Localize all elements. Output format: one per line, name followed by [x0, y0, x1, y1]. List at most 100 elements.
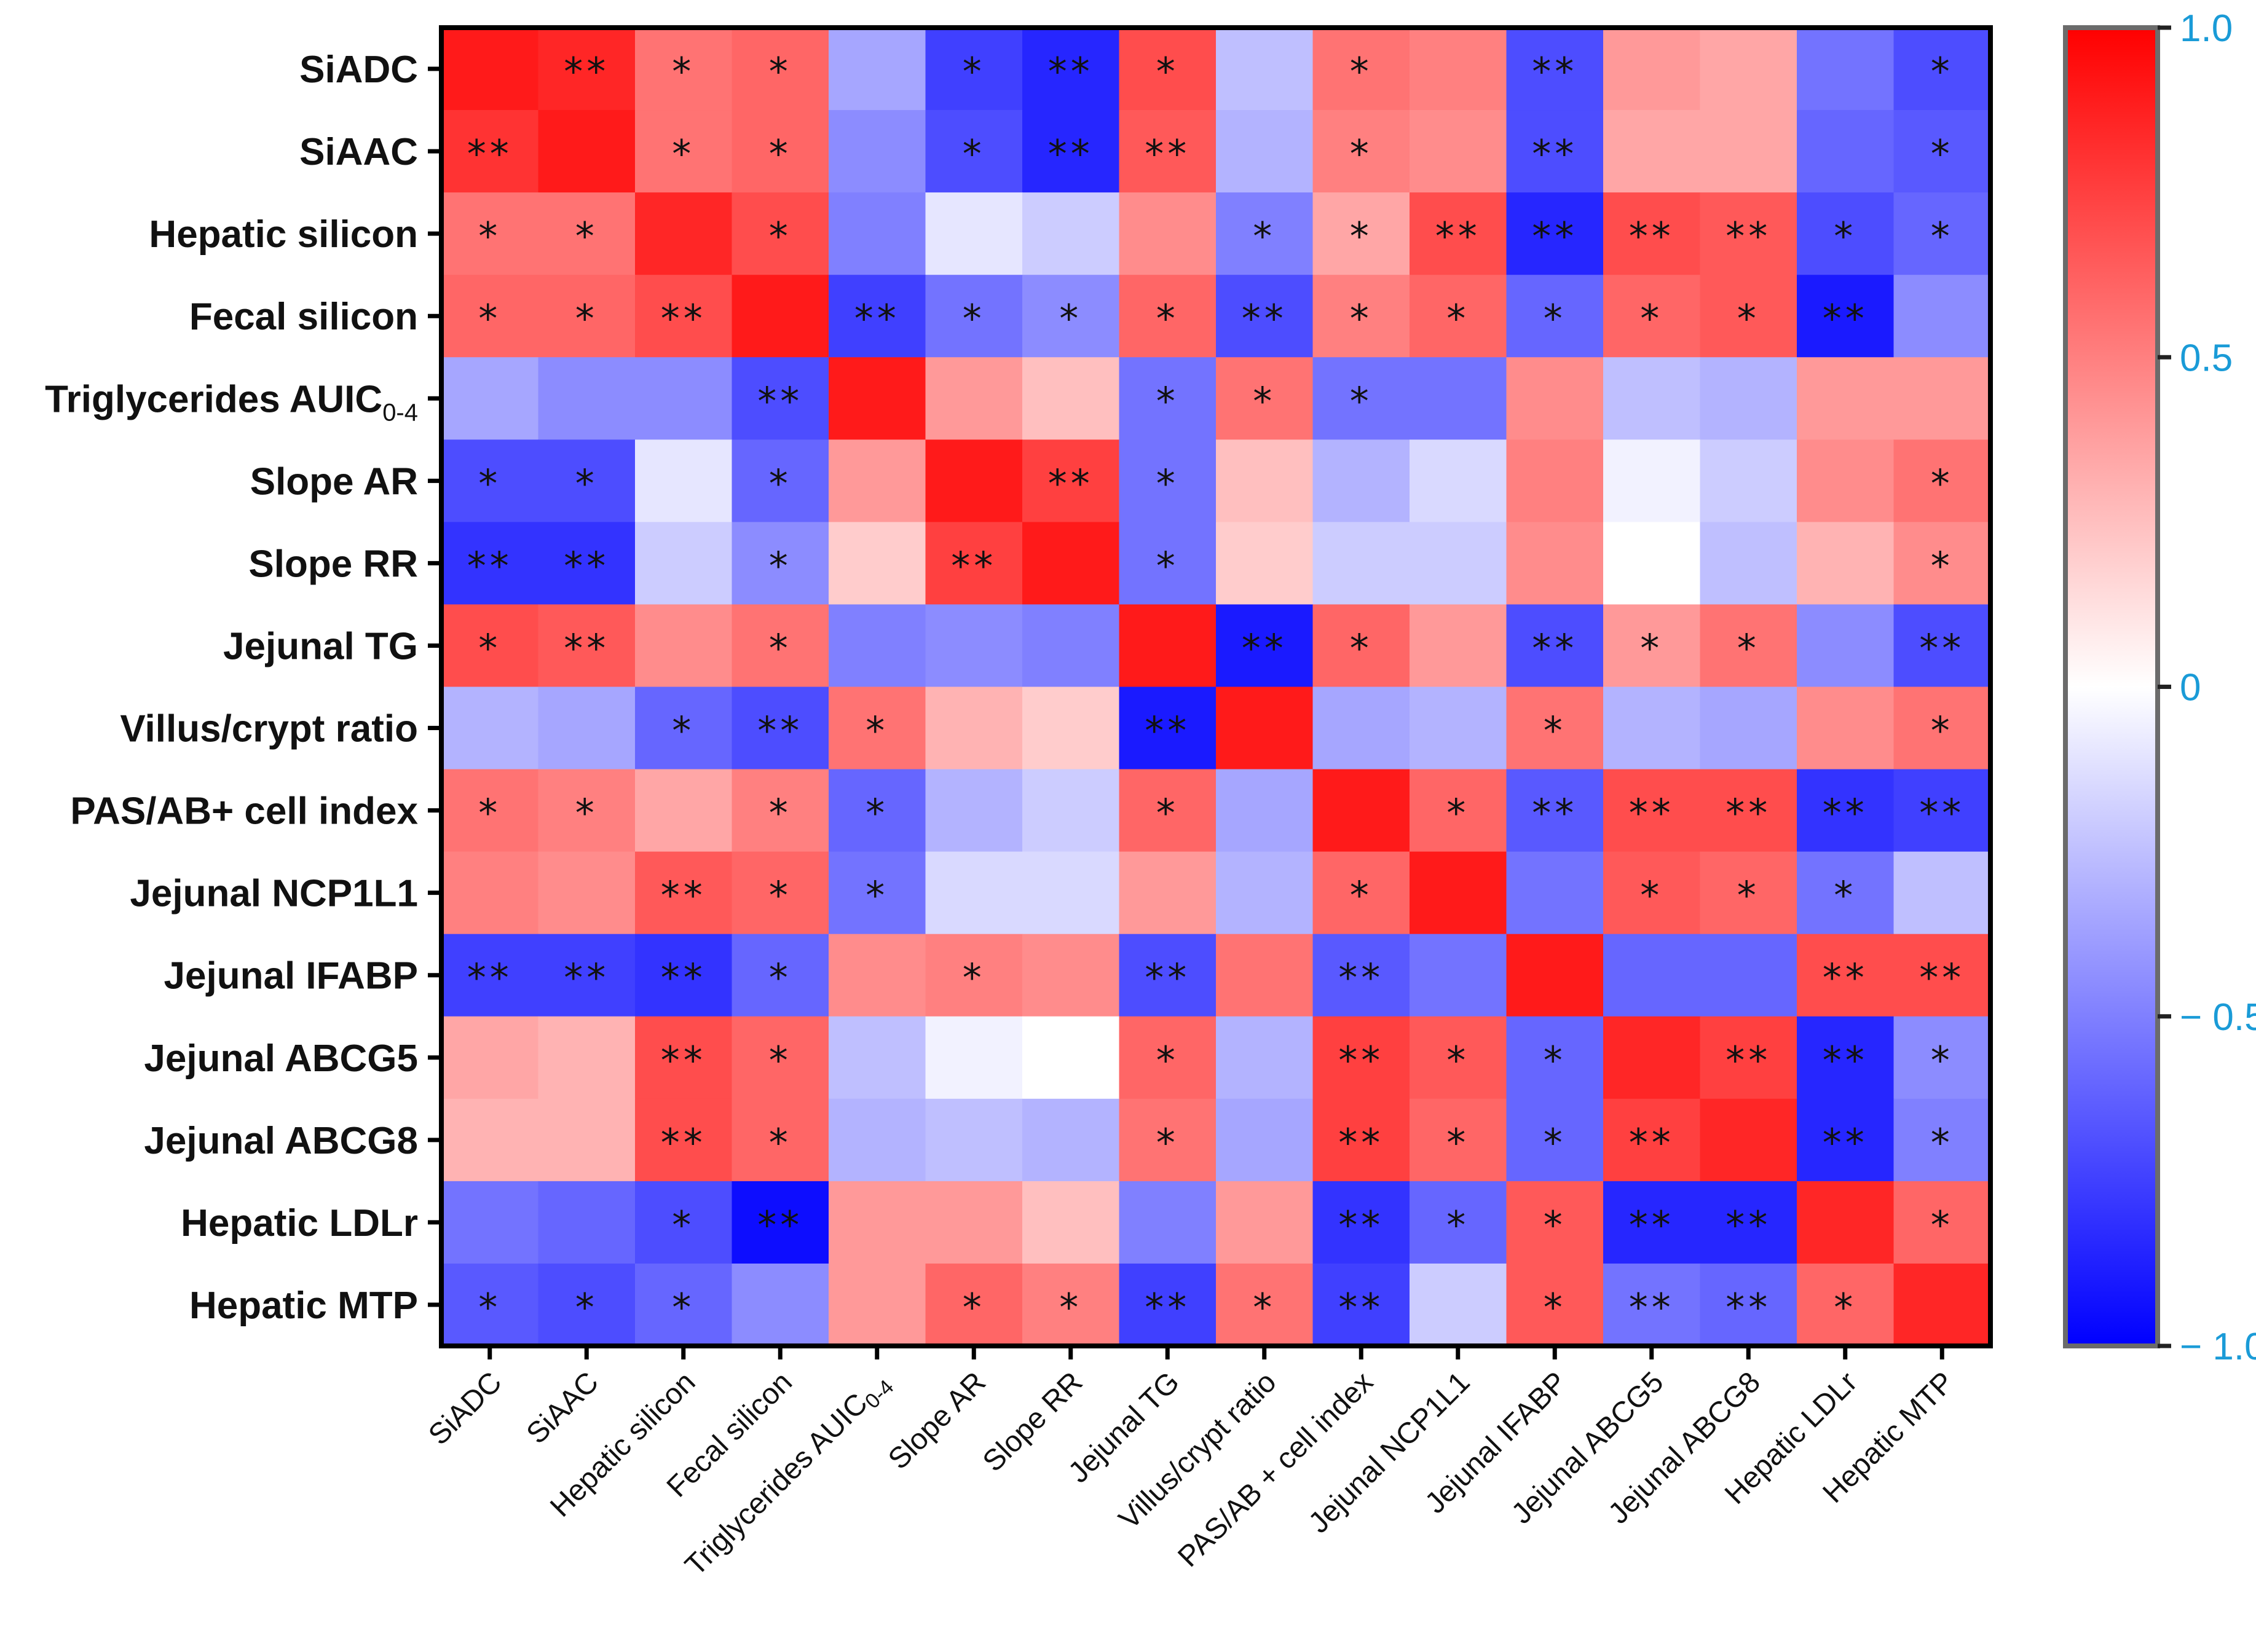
significance-mark: *	[1931, 1120, 1954, 1165]
heatmap-cell	[1603, 686, 1701, 770]
heatmap-cell	[1216, 357, 1314, 440]
heatmap-cell	[1216, 686, 1314, 770]
heatmap-cell	[925, 851, 1023, 935]
heatmap-cell	[635, 28, 733, 111]
significance-mark: **	[1726, 214, 1771, 259]
heatmap-cell	[538, 275, 636, 358]
significance-mark: *	[1834, 214, 1856, 259]
heatmap-cell	[441, 110, 539, 193]
heatmap-cell	[635, 934, 733, 1017]
heatmap-frame	[439, 25, 1993, 1348]
heatmap-cell	[1700, 522, 1797, 605]
heatmap-cell	[1119, 357, 1217, 440]
significance-mark: **	[757, 1203, 803, 1248]
significance-mark: *	[769, 1120, 792, 1165]
significance-mark: *	[1931, 214, 1954, 259]
significance-mark: *	[672, 709, 695, 753]
significance-mark: *	[1156, 1120, 1179, 1165]
significance-mark: *	[478, 296, 501, 341]
heatmap-cell	[1119, 1098, 1217, 1182]
significance-mark: *	[1640, 873, 1663, 918]
heatmap-cell	[732, 357, 829, 440]
significance-mark: **	[1532, 626, 1577, 671]
heatmap-cell	[1216, 275, 1314, 358]
heatmap-cell	[829, 357, 926, 440]
row-label: Jejunal ABCG5	[144, 1037, 418, 1080]
significance-mark: *	[1059, 1285, 1082, 1330]
significance-mark: *	[1446, 1120, 1469, 1165]
heatmap-cell	[1893, 439, 1991, 522]
heatmap-cell	[1797, 522, 1895, 605]
significance-mark: *	[478, 626, 501, 671]
heatmap-cell	[1216, 439, 1314, 522]
significance-mark: *	[866, 791, 888, 836]
heatmap-cell	[1893, 275, 1991, 358]
heatmap-cell	[732, 934, 829, 1017]
heatmap-cell	[1312, 275, 1410, 358]
significance-mark: **	[1629, 1285, 1674, 1330]
heatmap-cell	[1022, 604, 1120, 688]
heatmap-cell	[1119, 686, 1217, 770]
heatmap-cell	[829, 686, 926, 770]
significance-mark: *	[1350, 296, 1373, 341]
heatmap-cell	[1797, 851, 1895, 935]
heatmap-cell	[538, 28, 636, 111]
heatmap-cell	[538, 934, 636, 1017]
heatmap-cell	[1506, 275, 1604, 358]
significance-mark: *	[1253, 1285, 1276, 1330]
row-label: Jejunal ABCG8	[144, 1120, 418, 1162]
significance-mark: *	[575, 791, 598, 836]
significance-mark: *	[1834, 1285, 1856, 1330]
significance-mark: *	[1544, 1120, 1566, 1165]
significance-mark: *	[1931, 1038, 1954, 1083]
significance-mark: *	[672, 1203, 695, 1248]
heatmap-cell	[1022, 1263, 1120, 1347]
significance-mark: *	[769, 543, 792, 588]
heatmap-cell	[1216, 522, 1314, 605]
heatmap-cells	[441, 28, 1991, 1347]
heatmap-cell	[1700, 439, 1797, 522]
heatmap-cell	[829, 769, 926, 852]
significance-mark: *	[963, 132, 985, 176]
heatmap-cell	[441, 604, 539, 688]
heatmap-cell	[732, 1181, 829, 1264]
significance-mark: **	[1823, 296, 1868, 341]
colorbar-tick-label: 0	[2180, 667, 2201, 709]
significance-mark: **	[564, 49, 609, 94]
significance-mark: *	[1446, 1038, 1469, 1083]
heatmap-cell	[1410, 1181, 1507, 1264]
heatmap-cell	[1603, 1263, 1701, 1347]
significance-mark: *	[575, 1285, 598, 1330]
heatmap-cell	[1506, 1098, 1604, 1182]
heatmap-cell	[1022, 686, 1120, 770]
heatmap-cell	[441, 439, 539, 522]
heatmap-cell	[829, 604, 926, 688]
significance-mark: *	[1156, 791, 1179, 836]
heatmap-cell	[538, 1016, 636, 1099]
significance-mark: *	[866, 873, 888, 918]
heatmap-cell	[1700, 604, 1797, 688]
heatmap-cell	[925, 769, 1023, 852]
heatmap-cell	[1119, 28, 1217, 111]
heatmap-cell	[829, 110, 926, 193]
heatmap-cell	[1506, 1016, 1604, 1099]
row-label: Villus/crypt ratio	[120, 708, 418, 750]
significance-mark: *	[866, 709, 888, 753]
heatmap-cell	[538, 110, 636, 193]
significance-mark: *	[478, 214, 501, 259]
heatmap-cell	[1216, 110, 1314, 193]
heatmap-cell	[732, 28, 829, 111]
heatmap-cell	[1022, 851, 1120, 935]
heatmap-cell	[635, 1098, 733, 1182]
heatmap-cell	[1022, 1181, 1120, 1264]
heatmap-cell	[1797, 439, 1895, 522]
heatmap-cell	[441, 934, 539, 1017]
heatmap-cell	[441, 851, 539, 935]
heatmap-cell	[635, 439, 733, 522]
significance-mark: *	[1350, 379, 1373, 423]
significance-mark: **	[1242, 626, 1287, 671]
significance-mark: **	[1435, 214, 1481, 259]
heatmap-cell	[1506, 1181, 1604, 1264]
heatmap-cell	[1700, 851, 1797, 935]
heatmap-cell	[1312, 851, 1410, 935]
